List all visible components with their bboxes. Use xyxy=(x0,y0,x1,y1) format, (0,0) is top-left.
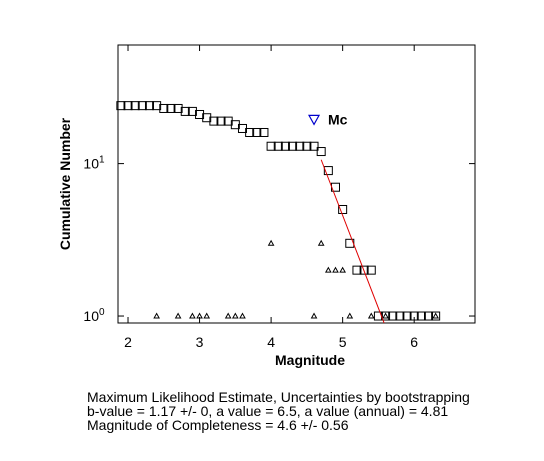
data-point xyxy=(402,311,412,321)
data-point xyxy=(352,265,362,275)
y-tick-base: 10 xyxy=(83,308,99,324)
data-point xyxy=(166,103,176,113)
data-point xyxy=(266,141,276,151)
data-point xyxy=(346,312,354,319)
data-point xyxy=(259,127,269,137)
data-point xyxy=(323,166,333,176)
x-tick-label: 3 xyxy=(196,334,204,350)
y-axis-label: Cumulative Number xyxy=(57,117,73,250)
data-point xyxy=(130,101,140,111)
data-point xyxy=(252,127,262,137)
mc-label: Mc xyxy=(328,111,348,127)
data-point xyxy=(144,101,154,111)
data-point xyxy=(153,312,160,319)
data-point xyxy=(116,101,126,111)
mc-marker xyxy=(308,114,321,126)
data-point xyxy=(302,141,312,151)
plot-frame xyxy=(117,44,476,324)
annotation: Magnitude of Completeness = 4.6 +/- 0.56 xyxy=(87,417,349,433)
data-point xyxy=(324,266,332,273)
data-point xyxy=(309,141,319,151)
data-point xyxy=(388,311,398,321)
x-tick-label: 5 xyxy=(339,334,347,350)
y-tick-base: 10 xyxy=(83,156,99,172)
data-point xyxy=(332,266,339,273)
x-axis-label: Magnitude xyxy=(275,352,345,368)
data-point xyxy=(123,101,133,111)
data-point xyxy=(431,311,441,321)
data-point xyxy=(231,312,239,319)
data-point xyxy=(423,311,433,321)
data-point xyxy=(152,101,162,111)
data-point xyxy=(216,116,226,126)
data-point xyxy=(288,141,298,151)
y-tick-exponent: 1 xyxy=(99,155,105,166)
data-point xyxy=(137,101,147,111)
data-point xyxy=(382,312,389,319)
data-point xyxy=(224,312,232,319)
data-point xyxy=(395,311,405,321)
data-point xyxy=(189,312,196,319)
data-point xyxy=(202,113,212,123)
data-point xyxy=(280,141,290,151)
data-point xyxy=(203,312,211,319)
fit-line xyxy=(320,159,385,324)
x-tick-label: 6 xyxy=(410,334,418,350)
data-point xyxy=(159,103,169,113)
data-point xyxy=(209,116,219,126)
data-point xyxy=(339,266,346,273)
y-tick-label: 100 xyxy=(83,307,105,324)
data-point xyxy=(174,312,182,319)
data-point xyxy=(432,312,440,319)
data-point xyxy=(416,311,426,321)
data-point xyxy=(180,106,190,116)
annotation: Maximum Likelihood Estimate, Uncertainti… xyxy=(87,389,470,405)
annotation: b-value = 1.17 +/- 0, a value = 6.5, a v… xyxy=(87,403,448,419)
x-tick-label: 4 xyxy=(267,334,275,350)
data-point xyxy=(310,312,318,319)
data-point xyxy=(317,239,325,246)
data-point xyxy=(366,265,376,275)
data-point xyxy=(196,312,203,319)
y-tick-exponent: 0 xyxy=(99,307,105,318)
data-point xyxy=(187,106,197,116)
data-point xyxy=(273,141,283,151)
data-point xyxy=(195,109,205,119)
data-point xyxy=(338,204,348,214)
data-point xyxy=(367,312,375,319)
data-point xyxy=(267,239,275,246)
data-point xyxy=(173,103,183,113)
data-point xyxy=(239,312,246,319)
data-point xyxy=(245,127,255,137)
data-point xyxy=(295,141,305,151)
data-point xyxy=(359,265,369,275)
data-point xyxy=(316,147,326,157)
data-point xyxy=(409,311,419,321)
y-tick-label: 101 xyxy=(83,155,105,172)
x-tick-label: 2 xyxy=(124,334,132,350)
data-point xyxy=(373,311,383,321)
